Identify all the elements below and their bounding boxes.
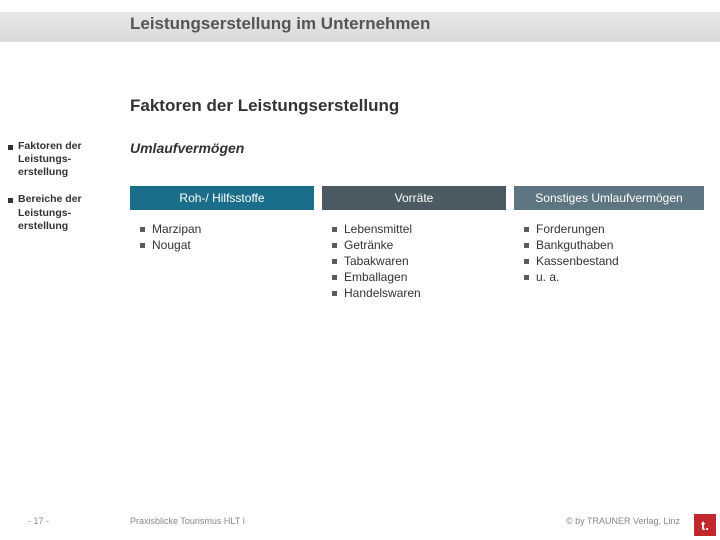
section-title: Umlaufvermögen	[130, 140, 244, 156]
column-body: Lebensmittel Getränke Tabakwaren Emballa…	[322, 210, 506, 308]
bullet-icon	[332, 275, 337, 280]
column-header: Roh-/ Hilfsstoffe	[130, 186, 314, 210]
columns: Roh-/ Hilfsstoffe Marzipan Nougat Vorrät…	[130, 186, 704, 308]
list-item: Marzipan	[140, 222, 308, 236]
bullet-icon	[140, 243, 145, 248]
publisher-logo-icon: t.	[694, 514, 716, 536]
list-item: Lebensmittel	[332, 222, 500, 236]
list-item: Forderungen	[524, 222, 698, 236]
bullet-icon	[140, 227, 145, 232]
list-item-label: Kassenbestand	[536, 254, 619, 268]
list-item: Nougat	[140, 238, 308, 252]
column-body: Marzipan Nougat	[130, 210, 314, 260]
bullet-icon	[524, 275, 529, 280]
column-vorraete: Vorräte Lebensmittel Getränke Tabakwaren…	[322, 186, 506, 308]
list-item-label: Getränke	[344, 238, 393, 252]
bullet-icon	[8, 198, 13, 203]
sidebar-item-label: Faktoren der Leistungs-erstellung	[18, 140, 118, 179]
column-header: Vorräte	[322, 186, 506, 210]
bullet-icon	[8, 145, 13, 150]
sidebar: Faktoren der Leistungs-erstellung Bereic…	[8, 140, 118, 247]
sidebar-item-bereiche[interactable]: Bereiche der Leistungs-erstellung	[8, 193, 118, 232]
list-item-label: u. a.	[536, 270, 559, 284]
page-subtitle: Faktoren der Leistungserstellung	[130, 96, 399, 116]
list-item-label: Tabakwaren	[344, 254, 409, 268]
list-item: Bankguthaben	[524, 238, 698, 252]
sidebar-item-faktoren[interactable]: Faktoren der Leistungs-erstellung	[8, 140, 118, 179]
list-item: Handelswaren	[332, 286, 500, 300]
bullet-icon	[332, 243, 337, 248]
bullet-icon	[524, 243, 529, 248]
list-item-label: Nougat	[152, 238, 191, 252]
list-item: Tabakwaren	[332, 254, 500, 268]
list-item-label: Emballagen	[344, 270, 407, 284]
bullet-icon	[524, 259, 529, 264]
page-number: - 17 -	[28, 516, 49, 526]
slide: Leistungserstellung im Unternehmen Fakto…	[0, 0, 720, 540]
page-title: Leistungserstellung im Unternehmen	[130, 14, 430, 34]
list-item: Kassenbestand	[524, 254, 698, 268]
list-item: Getränke	[332, 238, 500, 252]
list-item-label: Bankguthaben	[536, 238, 613, 252]
list-item-label: Lebensmittel	[344, 222, 412, 236]
bullet-icon	[332, 291, 337, 296]
column-body: Forderungen Bankguthaben Kassenbestand u…	[514, 210, 704, 292]
sidebar-item-label: Bereiche der Leistungs-erstellung	[18, 193, 118, 232]
list-item-label: Marzipan	[152, 222, 201, 236]
bullet-icon	[332, 259, 337, 264]
bullet-icon	[524, 227, 529, 232]
footer-left: Praxisblicke Tourismus HLT I	[130, 516, 245, 526]
footer-right: © by TRAUNER Verlag, Linz	[566, 516, 680, 526]
list-item-label: Forderungen	[536, 222, 605, 236]
list-item-label: Handelswaren	[344, 286, 421, 300]
list-item: u. a.	[524, 270, 698, 284]
list-item: Emballagen	[332, 270, 500, 284]
column-sonstiges: Sonstiges Umlaufvermögen Forderungen Ban…	[514, 186, 704, 308]
bullet-icon	[332, 227, 337, 232]
column-roh-hilfsstoffe: Roh-/ Hilfsstoffe Marzipan Nougat	[130, 186, 314, 308]
column-header: Sonstiges Umlaufvermögen	[514, 186, 704, 210]
